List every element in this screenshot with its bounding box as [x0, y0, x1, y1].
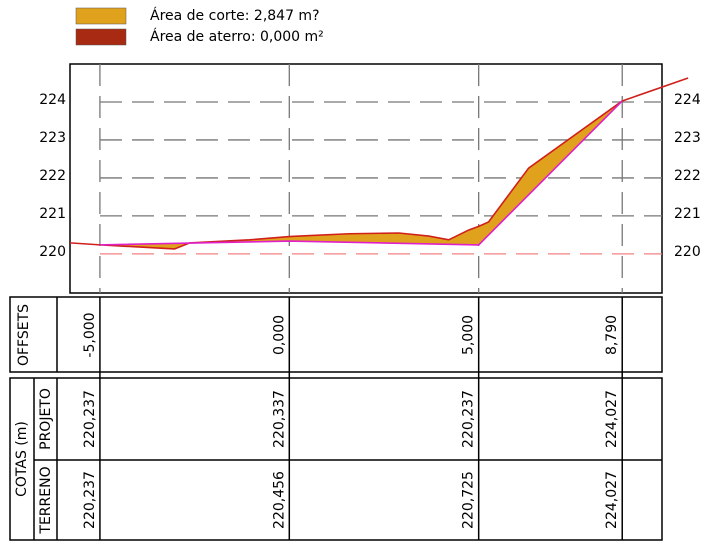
y-tick-label: 220 [39, 244, 66, 260]
terreno-value: 224,027 [604, 471, 620, 529]
projeto-value: 220,237 [82, 390, 98, 448]
legend-swatch [75, 7, 127, 25]
legend-label: Área de aterro: 0,000 m² [150, 28, 324, 45]
offset-label: -5,000 [82, 312, 98, 357]
y-tick-label: 224 [39, 92, 66, 108]
offsets-table [9, 296, 663, 373]
y-tick-label: 223 [39, 130, 66, 146]
y-tick-label-right: 222 [674, 168, 701, 184]
terreno-value: 220,725 [461, 471, 477, 529]
offset-label: 5,000 [461, 315, 477, 355]
projeto-value: 220,337 [271, 390, 287, 448]
terreno-value: 220,456 [271, 471, 287, 529]
offset-label: 8,790 [604, 315, 620, 355]
projeto-label: PROJETO [38, 388, 54, 450]
y-tick-label-right: 221 [674, 206, 701, 222]
y-tick-label-right: 220 [674, 244, 701, 260]
y-tick-label: 221 [39, 206, 66, 222]
legend-label: Área de corte: 2,847 m? [150, 7, 320, 24]
cotas-table [9, 377, 663, 541]
series-line [99, 100, 623, 246]
legend-swatch [75, 28, 127, 46]
projeto-value: 220,237 [461, 390, 477, 448]
terreno-value: 220,237 [82, 471, 98, 529]
cotas-label: COTAS (m) [14, 421, 30, 497]
y-tick-label: 222 [39, 168, 66, 184]
y-tick-label-right: 224 [674, 92, 701, 108]
y-tick-label-right: 223 [674, 130, 701, 146]
offsets-label: OFFSETS [16, 304, 32, 366]
projeto-value: 224,027 [604, 390, 620, 448]
offset-label: 0,000 [271, 315, 287, 355]
cut-area [99, 100, 623, 249]
terreno-label: TERRENO [38, 466, 54, 534]
series-line [69, 77, 689, 250]
